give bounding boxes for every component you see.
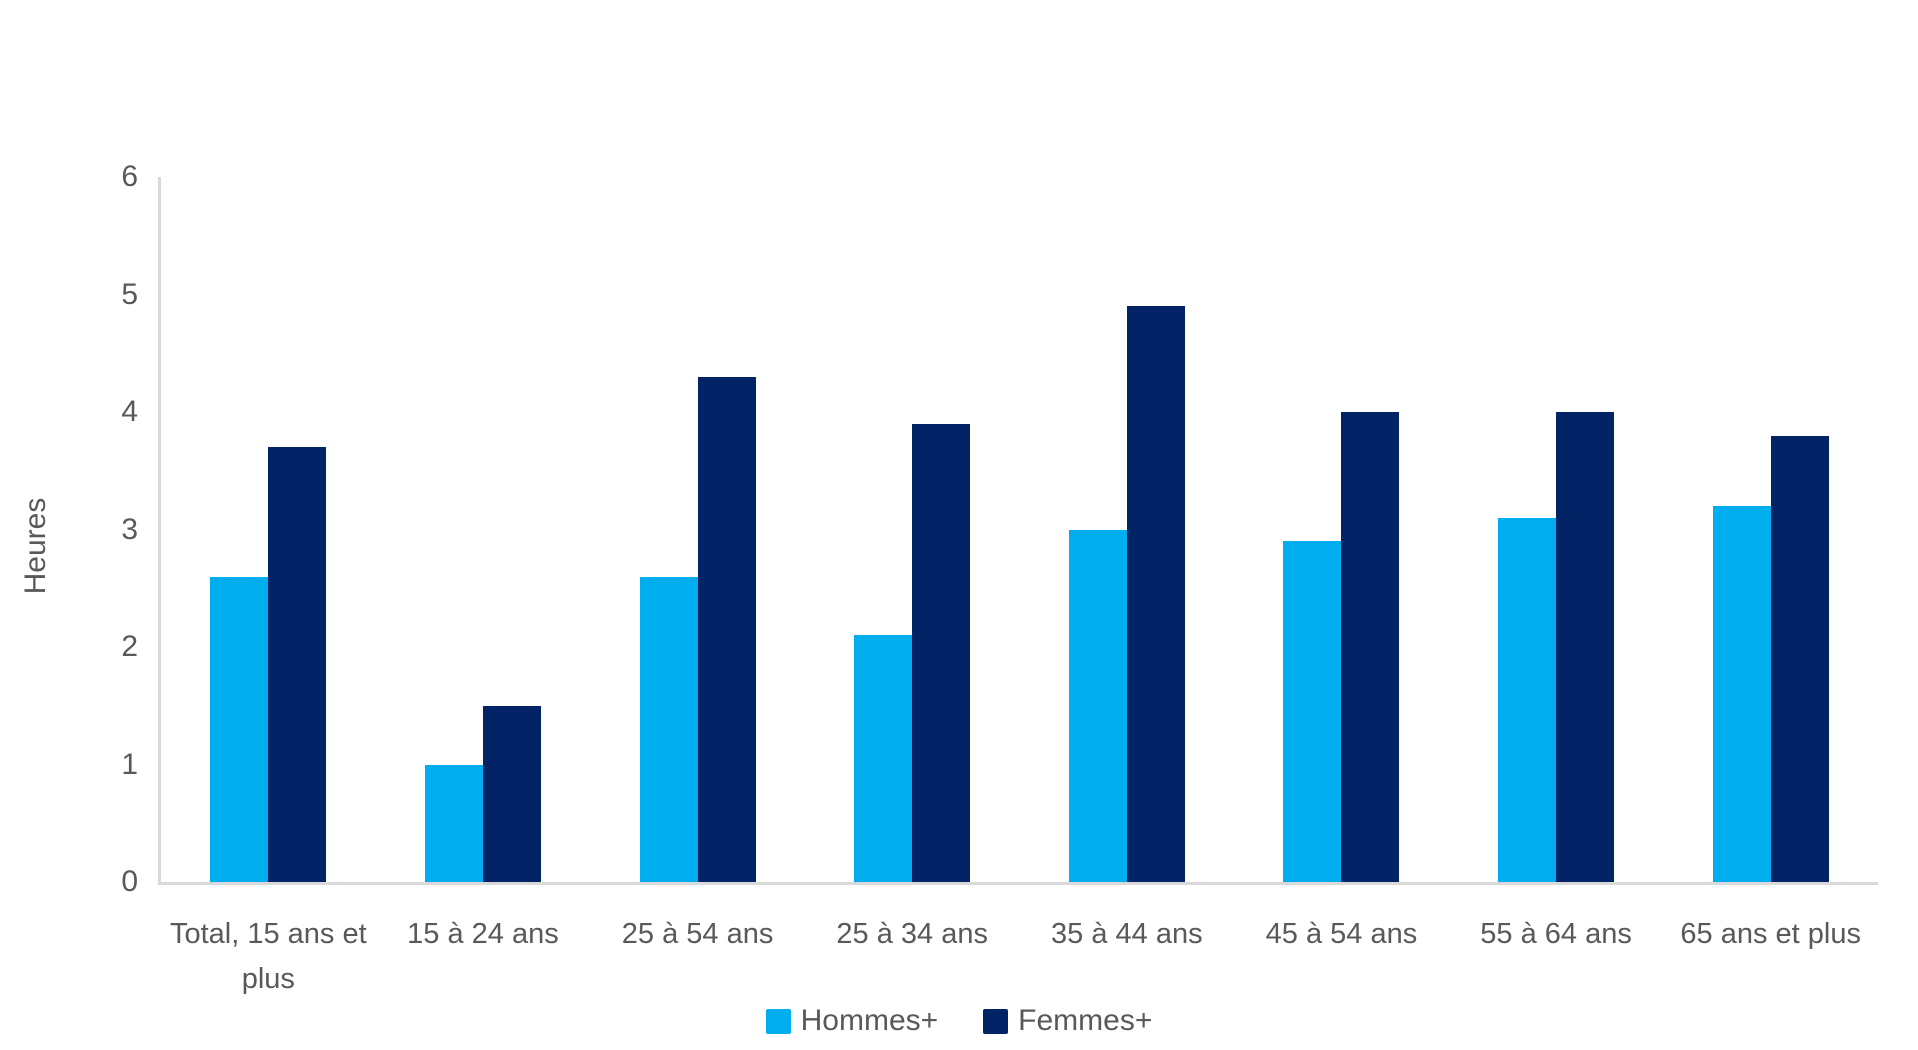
bar-hommes — [1712, 506, 1771, 882]
bar-femmes — [1341, 412, 1400, 882]
bar-femmes — [1126, 306, 1185, 882]
legend-swatch-icon — [765, 1008, 791, 1034]
bar-hommes — [424, 764, 483, 882]
y-tick-label: 0 — [121, 865, 138, 898]
x-category-label: 25 à 54 ans — [621, 918, 774, 950]
legend-item: Hommes+ — [765, 1004, 939, 1038]
y-tick-label: 1 — [121, 747, 138, 781]
bar-hommes — [854, 635, 913, 882]
y-tick-label: 2 — [121, 630, 138, 663]
legend-label: Hommes+ — [800, 1004, 939, 1037]
bar-femmes — [1770, 435, 1829, 882]
legend-swatch-icon — [983, 1008, 1009, 1034]
x-category-label: 45 à 54 ans — [1265, 918, 1418, 950]
y-tick-label: 3 — [121, 512, 138, 546]
bar-femmes — [912, 423, 971, 882]
bar-femmes — [1556, 412, 1615, 882]
y-tick-label: 4 — [121, 395, 138, 428]
x-category-label: 25 à 34 ans — [836, 918, 988, 950]
legend-label: Femmes+ — [1018, 1004, 1153, 1037]
bar-femmes — [268, 447, 327, 882]
y-tick-label: 5 — [121, 277, 138, 311]
bar-hommes — [1068, 529, 1127, 882]
legend-item: Femmes+ — [983, 1004, 1152, 1038]
bar-hommes — [1283, 541, 1342, 882]
legend: Hommes+ Femmes+ — [0, 1004, 1918, 1038]
bar-hommes — [639, 576, 698, 882]
x-category-label: 65 ans et plus — [1680, 918, 1861, 950]
bar-hommes — [1498, 517, 1557, 882]
bar-femmes — [697, 376, 756, 882]
bar-femmes — [482, 705, 541, 882]
x-category-label: 35 à 44 ans — [1051, 918, 1203, 950]
y-tick-label: 6 — [121, 160, 138, 193]
bar-hommes — [210, 576, 269, 882]
x-category-label: Total, 15 ans et plus — [169, 918, 367, 995]
plot-area — [158, 177, 1878, 885]
x-category-label: 15 à 24 ans — [407, 918, 559, 950]
x-category-label: 55 à 64 ans — [1480, 918, 1632, 950]
y-axis-title: Heures — [19, 497, 52, 595]
